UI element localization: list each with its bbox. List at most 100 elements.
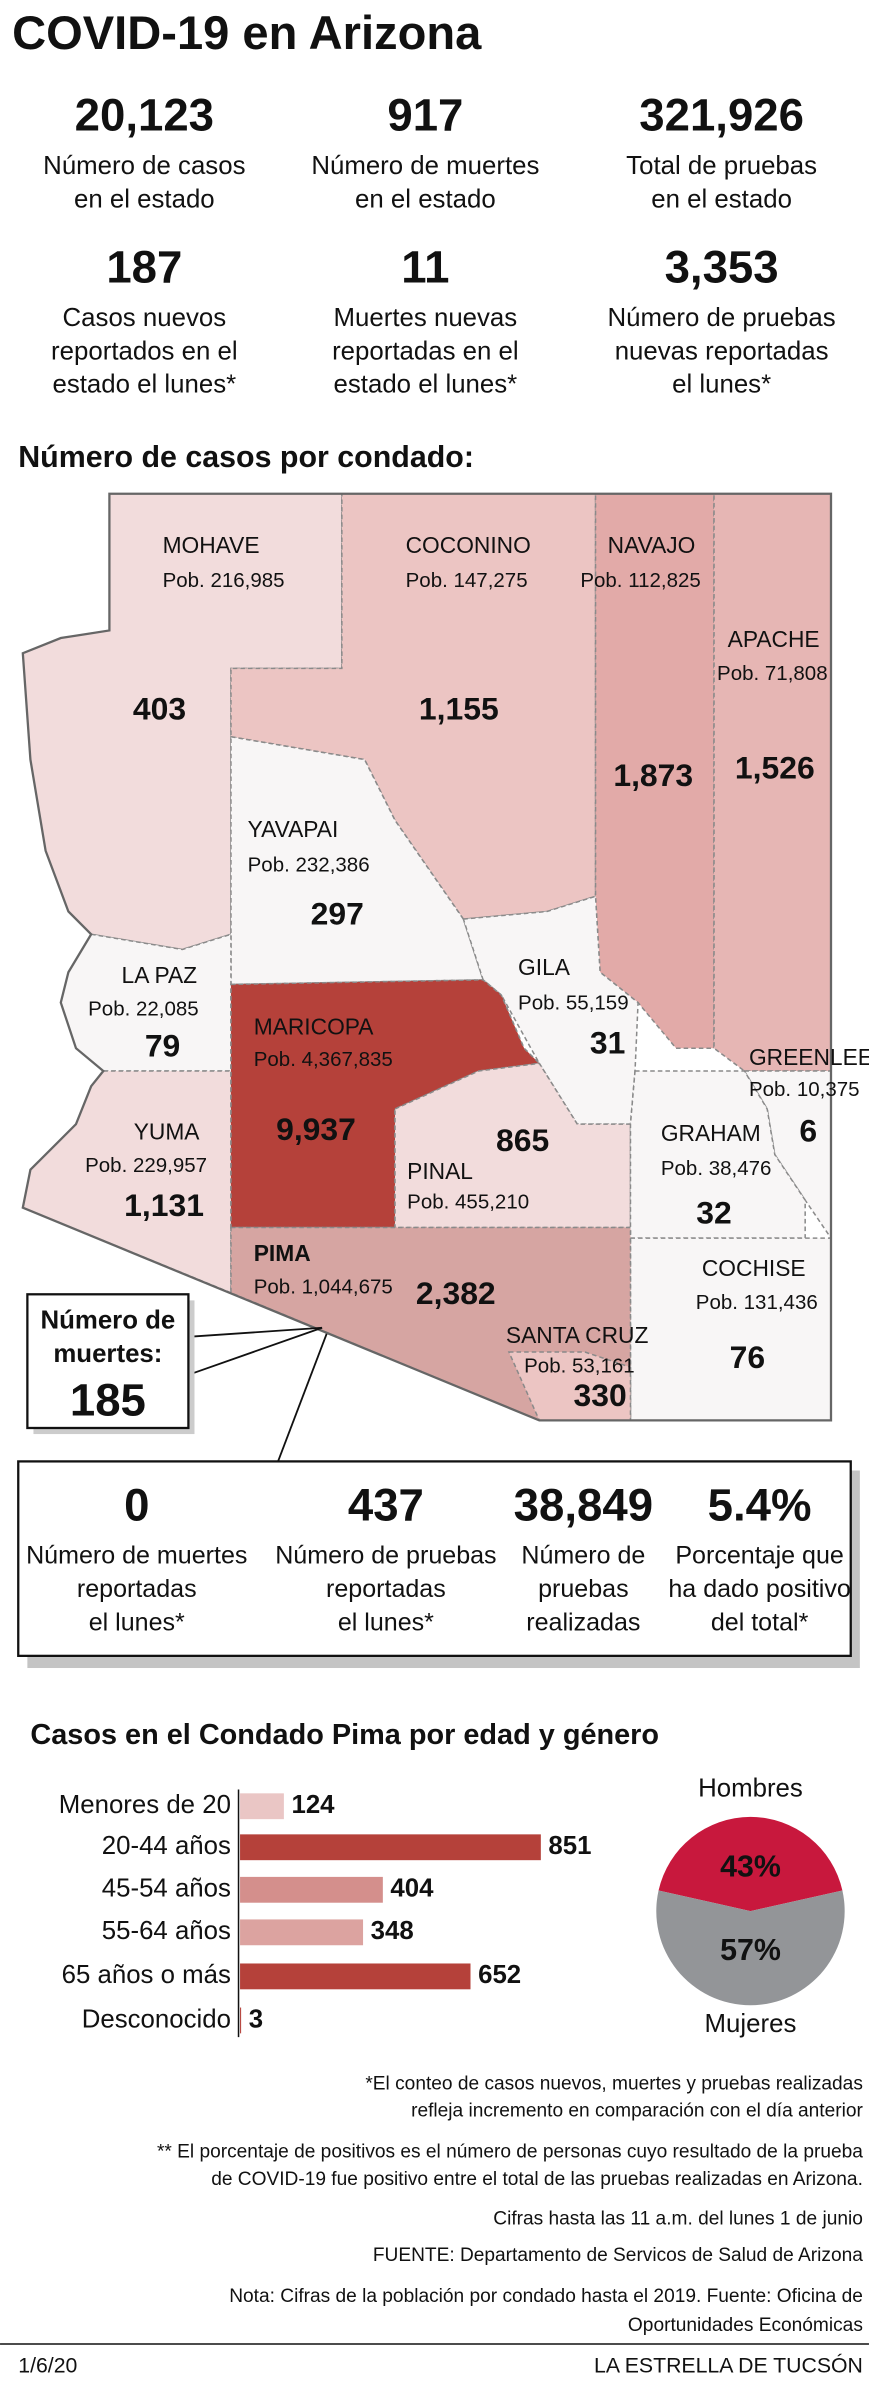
stat-label: Número de muertes [311, 152, 539, 180]
bar [240, 1793, 284, 1820]
stat-label: el lunes* [89, 1609, 185, 1637]
pie-slice [656, 1890, 845, 2006]
pie-slice [658, 1816, 843, 1912]
value-label: 652 [478, 1961, 521, 1989]
stat-value: 0 [124, 1480, 149, 1531]
county-cases: 2,382 [416, 1275, 496, 1311]
category-label: Menores de 20 [59, 1791, 231, 1819]
stat-label: Casos nuevos [63, 304, 227, 332]
county-name: APACHE [728, 626, 820, 652]
stat-label: en el estado [355, 185, 496, 213]
stat-value: 187 [106, 241, 182, 292]
callout-box [26, 1293, 190, 1430]
footnote: de COVID-19 fue positivo entre el total … [211, 2169, 863, 2190]
stat-label: Número de pruebas [608, 304, 836, 332]
footnote: FUENTE: Departamento de Servicos de Salu… [373, 2245, 863, 2266]
stat-label: ha dado positivo [668, 1575, 850, 1603]
value-label: 851 [548, 1832, 591, 1860]
bar [240, 1876, 383, 1903]
county-name: MOHAVE [163, 532, 260, 558]
stat-label: Número de [521, 1542, 645, 1570]
category-label: 20-44 años [102, 1832, 231, 1860]
county-cases: 32 [696, 1195, 731, 1231]
stat-label: del total* [711, 1609, 809, 1637]
county-name: SANTA CRUZ [506, 1322, 649, 1348]
county-cases: 1,873 [613, 757, 693, 793]
stat-label: reportadas [326, 1575, 446, 1603]
stat-label: estado el lunes* [53, 371, 237, 399]
pie-category: Hombres [698, 1774, 803, 1802]
bar [240, 1919, 364, 1946]
state-outline [21, 492, 833, 1422]
county-name: YAVAPAI [248, 816, 339, 842]
stat-value: 5.4% [708, 1480, 812, 1531]
callout-label: muertes: [53, 1340, 162, 1368]
footnote: Cifras hasta las 11 a.m. del lunes 1 de … [493, 2209, 863, 2230]
county-name: GRAHAM [661, 1120, 761, 1146]
stat-label: en el estado [651, 185, 792, 213]
stat-value: 20,123 [75, 90, 214, 141]
value-label: 124 [291, 1791, 335, 1819]
county-name: COCONINO [406, 532, 531, 558]
footer-publisher: LA ESTRELLA DE TUCSÓN [594, 2352, 863, 2377]
stat-label: Porcentaje que [675, 1542, 844, 1570]
stat-label: nuevas reportadas [615, 337, 829, 365]
footnote: Nota: Cifras de la población por condado… [229, 2286, 863, 2307]
county-name: COCHISE [702, 1255, 806, 1281]
county-name: MARICOPA [254, 1013, 375, 1039]
county-cases: 1,155 [419, 690, 499, 726]
stat-value: 917 [387, 90, 463, 141]
stat-label: el lunes* [672, 371, 771, 399]
county-shape [462, 895, 639, 1125]
county-cases: 1,131 [124, 1187, 204, 1223]
stat-label: en el estado [74, 185, 215, 213]
callout-label: Número de [40, 1306, 175, 1334]
stat-label: Muertes nuevas [334, 304, 518, 332]
title: COVID-19 en Arizona [12, 6, 482, 59]
footer-date: 1/6/20 [18, 2353, 77, 2377]
county-name: NAVAJO [608, 532, 696, 558]
county-shape [507, 1351, 632, 1422]
county-population: Pob. 4,367,835 [254, 1048, 393, 1071]
county-population: Pob. 112,825 [580, 569, 700, 592]
county-cases: 79 [145, 1028, 180, 1064]
pie-value-label: 43% [720, 1850, 781, 1884]
county-population: Pob. 131,436 [696, 1291, 818, 1314]
category-label: 65 años o más [62, 1961, 231, 1989]
value-label: 404 [390, 1875, 434, 1903]
county-population: Pob. 229,957 [85, 1154, 207, 1177]
county-cases: 31 [590, 1025, 625, 1061]
footnote: refleja incremento en comparación con el… [411, 2101, 863, 2122]
map [21, 492, 833, 1422]
county-name: YUMA [134, 1118, 201, 1144]
chart-title: Casos en el Condado Pima por edad y géne… [30, 1719, 659, 1751]
stat-label: realizadas [526, 1609, 640, 1637]
value-label: 3 [249, 2005, 263, 2033]
county-population: Pob. 71,808 [717, 662, 828, 685]
pointer-line [277, 1333, 328, 1462]
footnote: ** El porcentaje de positivos es el núme… [157, 2142, 863, 2163]
county-population: Pob. 55,159 [518, 992, 629, 1015]
stat-value: 3,353 [665, 241, 779, 292]
map-title: Número de casos por condado: [18, 440, 474, 474]
county-cases: 330 [573, 1377, 626, 1413]
county-population: Pob. 53,161 [524, 1355, 635, 1378]
county-name: GREENLEE [749, 1044, 869, 1070]
county-population: Pob. 22,085 [88, 998, 199, 1021]
county-name: LA PAZ [122, 962, 198, 988]
county-cases: 297 [311, 895, 364, 931]
stat-label: Número de casos [43, 152, 245, 180]
county-cases: 865 [496, 1122, 549, 1158]
stat-label: reportados en el [51, 337, 238, 365]
county-cases: 6 [799, 1113, 817, 1149]
stat-value: 11 [401, 241, 449, 292]
county-shape [230, 492, 597, 920]
stat-label: Número de pruebas [275, 1542, 496, 1570]
category-label: 55-64 años [102, 1917, 231, 1945]
county-shape [21, 1070, 232, 1294]
county-cases: 76 [730, 1339, 765, 1375]
county-population: Pob. 38,476 [661, 1157, 772, 1180]
stat-label: Número de muertes [26, 1542, 247, 1570]
